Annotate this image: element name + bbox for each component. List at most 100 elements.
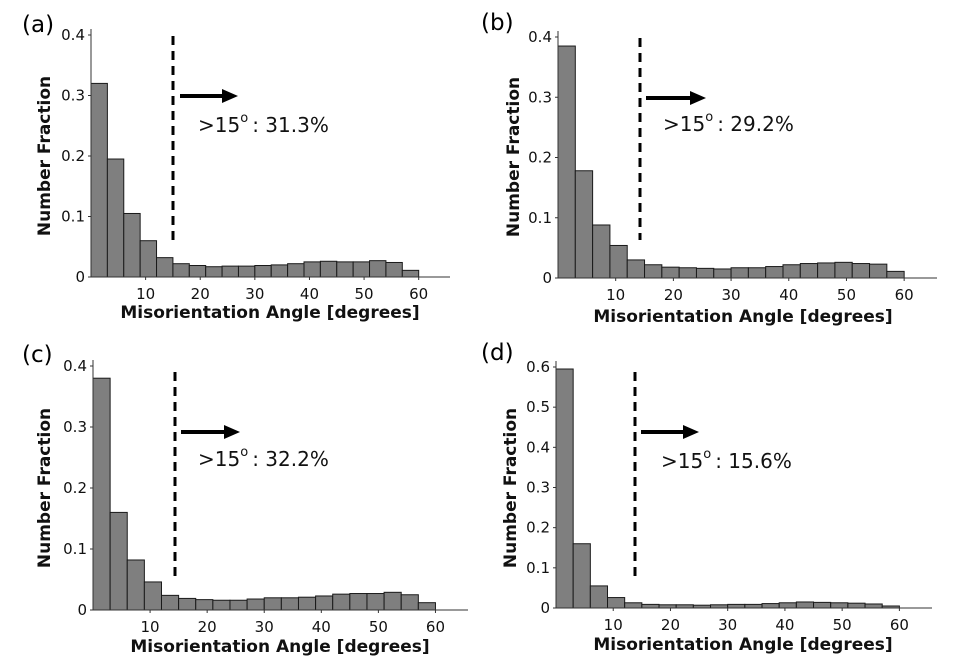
y-tick-label: 0.3 xyxy=(528,88,552,106)
bar-3 xyxy=(609,244,628,279)
x-tick-label: 20 xyxy=(661,616,680,634)
bar-9 xyxy=(237,265,256,278)
y-tick-label: 0.1 xyxy=(63,540,87,558)
x-tick-label: 10 xyxy=(606,286,625,304)
y-tick-label: 0.3 xyxy=(526,479,550,497)
x-tick-label: 10 xyxy=(604,616,623,634)
bar-3 xyxy=(143,581,162,611)
panel-label: (a) xyxy=(22,12,54,38)
x-tick-label: 60 xyxy=(890,616,909,634)
bar-4 xyxy=(160,594,180,611)
x-tick-label: 30 xyxy=(255,618,274,636)
x-tick-label: 40 xyxy=(300,285,319,303)
bar-15 xyxy=(349,593,368,611)
x-axis-label: Misorientation Angle [degrees] xyxy=(593,635,892,655)
bar-7 xyxy=(678,267,697,279)
bar-10 xyxy=(730,267,749,279)
x-tick-label: 40 xyxy=(775,616,794,634)
bar-10 xyxy=(263,597,282,611)
x-tick-label: 50 xyxy=(355,285,374,303)
bar-14 xyxy=(795,601,815,609)
bar-19 xyxy=(886,270,905,279)
y-tick-label: 0.2 xyxy=(61,147,85,165)
threshold-annotation: >15o: 32.2% xyxy=(198,445,329,471)
bar-5 xyxy=(644,264,663,279)
bar-17 xyxy=(383,591,402,611)
bar-11 xyxy=(280,597,299,611)
y-tick-label: 0 xyxy=(540,599,550,617)
y-tick-label: 0.4 xyxy=(61,26,85,44)
threshold-annotation: >15o: 29.2% xyxy=(663,110,794,136)
bar-12 xyxy=(765,266,784,279)
y-tick-label: 0.4 xyxy=(63,357,87,375)
annotation-prefix: >15 xyxy=(198,447,240,471)
bar-18 xyxy=(869,263,888,279)
bar-7 xyxy=(212,599,231,611)
y-tick-label: 0 xyxy=(542,269,552,287)
x-axis-label: Misorientation Angle [degrees] xyxy=(120,303,419,323)
bar-1 xyxy=(109,511,128,611)
bar-13 xyxy=(782,264,801,279)
annotation-degree: o xyxy=(703,447,711,462)
histogram-panel-d: (d) 0 0.1 0.2 0.3 0.4 0.5 0.6 10 20 30 40 50 60 Misori… xyxy=(481,332,962,664)
bar-14 xyxy=(799,263,819,279)
threshold-annotation: >15o: 15.6% xyxy=(661,447,792,473)
bar-16 xyxy=(830,602,849,609)
bar-1 xyxy=(106,158,125,278)
x-tick-label: 20 xyxy=(664,286,683,304)
bar-18 xyxy=(864,603,883,609)
bar-12 xyxy=(297,596,317,611)
x-tick-label: 30 xyxy=(718,616,737,634)
bar-3 xyxy=(607,597,626,609)
bar-0 xyxy=(92,377,111,611)
y-tick-label: 0.5 xyxy=(526,398,550,416)
y-tick-label: 0.4 xyxy=(526,438,550,456)
y-tick-label: 0.2 xyxy=(528,149,552,167)
bar-6 xyxy=(661,266,680,279)
bar-15 xyxy=(817,262,836,279)
y-tick-label: 0.1 xyxy=(526,559,550,577)
bar-13 xyxy=(778,602,797,609)
arrow-right-icon xyxy=(222,89,238,103)
annotation-prefix: >15 xyxy=(663,112,705,136)
bar-3 xyxy=(139,240,158,278)
y-tick-label: 0.1 xyxy=(528,209,552,227)
bar-11 xyxy=(270,264,289,278)
bar-1 xyxy=(574,170,594,279)
bar-14 xyxy=(332,593,351,611)
bar-15 xyxy=(336,261,354,278)
bar-2 xyxy=(592,224,611,279)
bar-12 xyxy=(287,263,305,278)
y-tick-label: 0.6 xyxy=(526,358,550,376)
y-tick-label: 0 xyxy=(75,268,85,286)
x-tick-label: 50 xyxy=(837,286,856,304)
y-axis-label: Number Fraction xyxy=(35,408,55,568)
y-axis-label: Number Fraction xyxy=(35,76,55,236)
y-tick-label: 0 xyxy=(77,601,87,619)
bar-15 xyxy=(813,601,832,609)
bar-16 xyxy=(834,261,853,279)
arrow-right-icon xyxy=(224,425,240,439)
histogram-b: (b) 0 0.1 0.2 0.3 0.4 10 20 30 40 50 60Misorientati… xyxy=(481,10,937,327)
annotation-degree: o xyxy=(705,110,713,125)
annotation-value: : 31.3% xyxy=(252,113,329,137)
bar-5 xyxy=(178,597,197,611)
bar-18 xyxy=(385,261,403,278)
bar-5 xyxy=(172,263,190,278)
histogram-panel-c: (c) 0 0.1 0.2 0.3 0.4 10 20 30 40 50 60 Misorientati… xyxy=(0,332,481,664)
y-tick-label: 0.3 xyxy=(61,87,85,105)
bar-13 xyxy=(303,261,321,278)
bar-13 xyxy=(315,595,334,611)
bar-17 xyxy=(847,602,866,609)
bar-11 xyxy=(744,603,763,609)
bar-10 xyxy=(254,265,272,278)
annotation-value: : 15.6% xyxy=(715,449,792,473)
bar-10 xyxy=(727,603,746,609)
bar-12 xyxy=(761,603,780,609)
bar-0 xyxy=(90,82,108,278)
bar-8 xyxy=(229,599,248,611)
bar-17 xyxy=(369,260,387,278)
x-tick-label: 40 xyxy=(779,286,798,304)
bar-0 xyxy=(555,368,574,609)
histogram-panel-b: (b) 0 0.1 0.2 0.3 0.4 10 20 30 40 50 60 Misorientati… xyxy=(481,0,962,332)
